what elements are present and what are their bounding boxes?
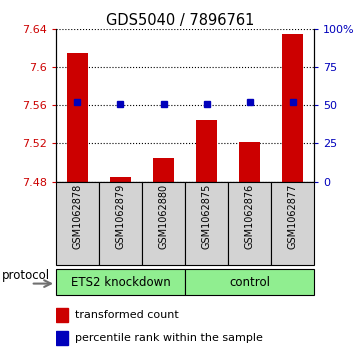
Text: GSM1062875: GSM1062875	[201, 184, 212, 249]
Bar	[185, 182, 228, 265]
Text: GDS5040 / 7896761: GDS5040 / 7896761	[106, 13, 255, 28]
Text: transformed count: transformed count	[75, 310, 179, 321]
Text: GSM1062879: GSM1062879	[116, 184, 126, 249]
Text: GSM1062876: GSM1062876	[244, 184, 255, 249]
Bar	[153, 158, 174, 182]
Bar	[271, 182, 314, 265]
Bar	[110, 177, 131, 182]
Text: percentile rank within the sample: percentile rank within the sample	[75, 333, 263, 343]
Text: control: control	[229, 276, 270, 289]
Text: GSM1062880: GSM1062880	[158, 184, 169, 249]
Text: protocol: protocol	[2, 269, 50, 282]
Bar	[185, 269, 314, 295]
Text: ETS2 knockdown: ETS2 knockdown	[71, 276, 170, 289]
Bar	[282, 34, 303, 182]
Bar	[67, 53, 88, 181]
Bar	[142, 182, 185, 265]
Bar	[56, 182, 99, 265]
Bar	[56, 331, 68, 345]
Bar	[239, 142, 260, 182]
Bar	[56, 308, 68, 322]
Bar	[99, 182, 142, 265]
Bar	[56, 269, 185, 295]
Bar	[196, 119, 217, 182]
Text: GSM1062877: GSM1062877	[288, 184, 297, 249]
Bar	[228, 182, 271, 265]
Text: GSM1062878: GSM1062878	[73, 184, 82, 249]
